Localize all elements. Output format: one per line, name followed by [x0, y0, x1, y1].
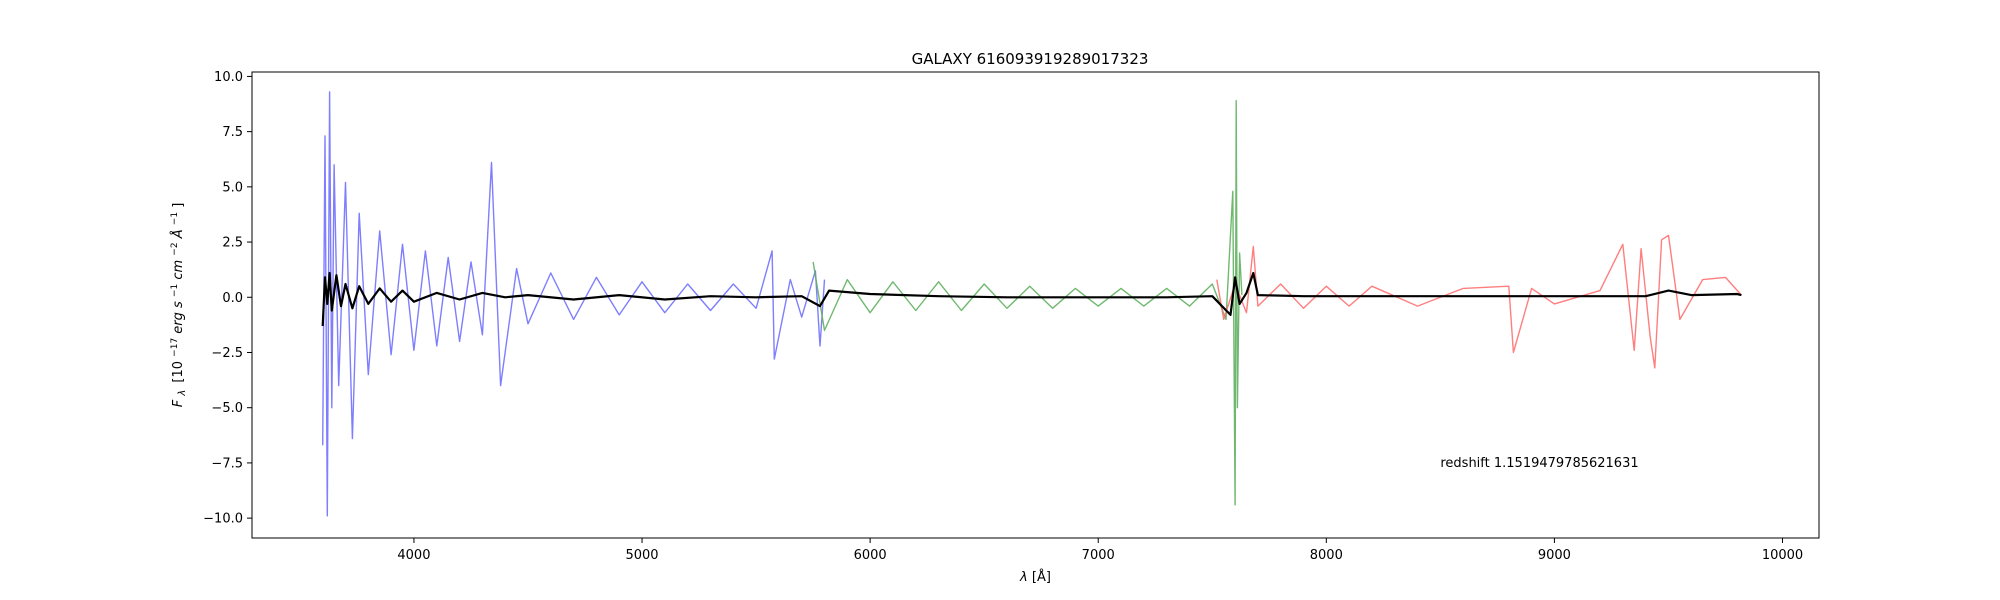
y-tick-label: −7.5 [211, 456, 243, 471]
annotation-layer: redshift 1.1519479785621631 [1440, 456, 1638, 471]
axes-frame [251, 71, 1820, 539]
series-model-line [321, 271, 1742, 327]
y-tick-label: 0.0 [222, 291, 243, 306]
x-axis: 4000 5000 6000 7000 8000 9000 10000 [397, 538, 1803, 563]
y-tick-label: −10.0 [203, 512, 243, 527]
x-tick-label: 9000 [1538, 548, 1571, 563]
y-axis-cm: cm [171, 260, 186, 280]
plot-area [321, 91, 1742, 517]
x-tick-label: 10000 [1762, 548, 1803, 563]
y-axis-symbol: F [171, 399, 186, 407]
x-tick-label: 8000 [1310, 548, 1343, 563]
redshift-annotation: redshift 1.1519479785621631 [1440, 456, 1638, 471]
series-blue-line [322, 91, 826, 517]
x-axis-symbol: λ [1019, 570, 1028, 585]
x-axis-label: λ [Å] [1019, 569, 1051, 585]
y-axis: 10.0 7.5 5.0 2.5 0.0 −2.5 −5.0 −7.5 −10.0 [203, 70, 252, 527]
y-axis-exp4: −1 [170, 212, 180, 225]
x-tick-label: 7000 [1082, 548, 1115, 563]
y-axis-unit-open: [10 [171, 361, 186, 383]
y-axis-subscript: λ [177, 390, 188, 397]
x-axis-unit: [Å] [1032, 569, 1051, 585]
y-axis-erg: erg s [171, 301, 186, 334]
y-tick-label: 7.5 [222, 125, 243, 140]
y-axis-label: F λ [10 −17 erg s −1 cm −2 Å −1 ] [166, 203, 189, 408]
y-axis-unit-close: ] [171, 203, 186, 208]
y-axis-exp1: −17 [170, 338, 180, 357]
y-tick-label: −5.0 [211, 401, 243, 416]
x-tick-label: 4000 [397, 548, 430, 563]
y-axis-exp3: −2 [170, 242, 180, 255]
y-tick-label: 2.5 [222, 236, 243, 251]
y-tick-label: 10.0 [214, 70, 243, 85]
chart-title: GALAXY 616093919289017323 [912, 50, 1149, 68]
y-axis-ang: Å [170, 229, 186, 239]
y-axis-exp2: −1 [170, 284, 180, 297]
x-tick-label: 6000 [854, 548, 887, 563]
y-tick-label: 5.0 [222, 180, 243, 195]
x-tick-label: 5000 [625, 548, 658, 563]
y-tick-label: −2.5 [211, 346, 243, 361]
